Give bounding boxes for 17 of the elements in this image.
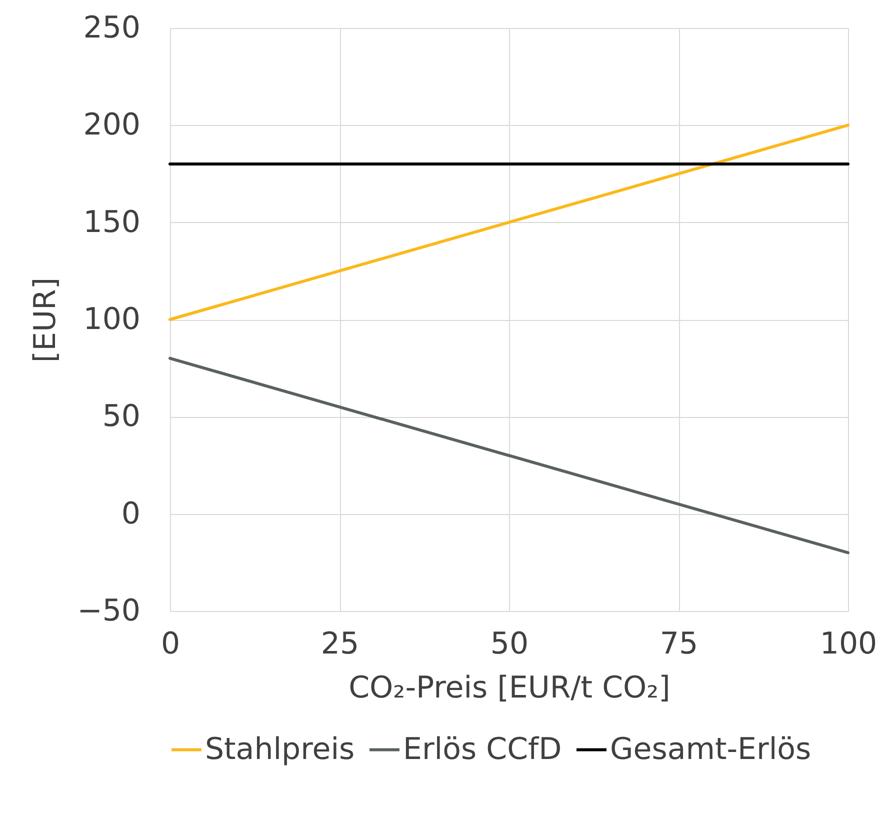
x-tick-label: 50 (490, 626, 529, 662)
legend-label: Gesamt-Erlös (610, 732, 812, 767)
x-tick-label: 25 (320, 626, 360, 662)
x-tick-label: 75 (660, 626, 698, 662)
legend-label: Erlös CCfD (403, 732, 562, 767)
x-axis-title: CO₂-Preis [EUR/t CO₂] (348, 670, 670, 706)
x-tick-label: 100 (820, 626, 878, 662)
y-tick-label: 200 (83, 108, 140, 143)
x-tick-label: 0 (160, 626, 180, 662)
y-axis-title: [EUR] (28, 277, 64, 363)
y-tick-label: 150 (83, 204, 140, 240)
y-tick-label: 0 (121, 496, 140, 532)
legend-label: Stahlpreis (205, 732, 355, 767)
y-tick-label: −50 (77, 594, 140, 628)
y-tick-label: 50 (102, 399, 140, 434)
y-tick-label: 250 (83, 10, 140, 46)
y-tick-label: 100 (83, 302, 140, 337)
